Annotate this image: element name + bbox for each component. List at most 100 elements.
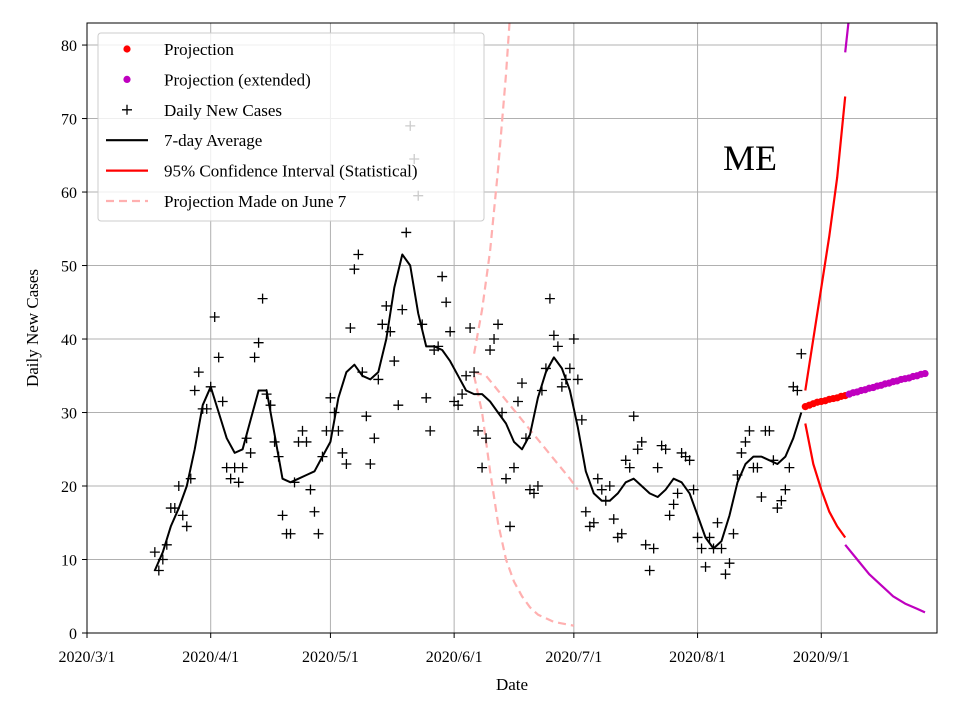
daily-case-marker (149, 547, 160, 558)
daily-case-marker (636, 436, 647, 447)
x-tick-label: 2020/8/1 (669, 649, 726, 666)
daily-case-marker (588, 517, 599, 528)
daily-case-marker (724, 558, 735, 569)
daily-case-marker (473, 425, 484, 436)
daily-case-marker (397, 304, 408, 315)
x-tick-label: 2020/6/1 (426, 649, 483, 666)
daily-case-marker (580, 506, 591, 517)
plot-frame (86, 22, 938, 634)
legend-label: Projection (extended) (164, 70, 311, 89)
daily-case-marker (752, 462, 763, 473)
daily-case-marker (425, 425, 436, 436)
daily-case-marker (233, 477, 244, 488)
y-axis-label: Daily New Cases (23, 269, 42, 387)
daily-case-marker (696, 543, 707, 554)
daily-case-marker (688, 484, 699, 495)
daily-case-marker (353, 249, 364, 260)
ci-upper-extended-line (844, 23, 850, 53)
legend-label: Daily New Cases (164, 101, 282, 120)
y-tick-label: 30 (61, 406, 77, 423)
daily-case-marker (381, 300, 392, 311)
daily-case-marker (461, 370, 472, 381)
daily-case-marker (177, 510, 188, 521)
daily-case-marker (349, 264, 360, 275)
daily-case-marker (489, 334, 500, 345)
daily-case-marker (201, 403, 212, 414)
daily-case-marker (780, 484, 791, 495)
daily-case-marker (664, 510, 675, 521)
legend-box (97, 32, 485, 222)
legend-label: Projection (164, 40, 234, 59)
daily-case-marker (437, 271, 448, 282)
daily-case-marker (744, 425, 755, 436)
projection-june7-upper-line (473, 23, 511, 354)
daily-case-marker (720, 569, 731, 580)
daily-case-marker (572, 374, 583, 385)
x-tick-label: 2020/4/1 (182, 649, 239, 666)
daily-case-marker (453, 400, 464, 411)
daily-case-marker (277, 510, 288, 521)
daily-case-marker (469, 367, 480, 378)
legend-dot-swatch (123, 75, 131, 83)
daily-case-marker (508, 462, 519, 473)
plot-area (149, 23, 929, 627)
y-tick-label: 10 (61, 553, 77, 570)
daily-case-marker (716, 543, 727, 554)
daily-case-marker (776, 495, 787, 506)
daily-case-marker (672, 488, 683, 499)
x-tick-label: 2020/7/1 (545, 649, 602, 666)
daily-case-marker (333, 425, 344, 436)
daily-case-marker (325, 392, 336, 403)
daily-case-marker (173, 481, 184, 492)
daily-case-marker (481, 433, 492, 444)
daily-case-marker (632, 444, 643, 455)
daily-case-marker (756, 492, 767, 503)
daily-case-marker (445, 326, 456, 337)
daily-case-marker (516, 378, 527, 389)
daily-case-marker (792, 385, 803, 396)
daily-case-marker (297, 425, 308, 436)
daily-case-marker (512, 396, 523, 407)
ci-upper-line (804, 96, 847, 391)
x-tick-label: 2020/9/1 (793, 649, 850, 666)
legend-dot-swatch (123, 45, 131, 53)
daily-case-marker (740, 436, 751, 447)
daily-case-marker (784, 462, 795, 473)
daily-case-marker (285, 528, 296, 539)
y-tick-label: 0 (69, 626, 77, 643)
daily-case-marker (556, 381, 567, 392)
daily-case-marker (341, 458, 352, 469)
daily-case-marker (365, 458, 376, 469)
daily-case-marker (181, 521, 192, 532)
daily-case-marker (477, 462, 488, 473)
daily-case-marker (209, 311, 220, 322)
daily-case-marker (648, 543, 659, 554)
daily-case-marker (640, 539, 651, 550)
daily-case-marker (764, 425, 775, 436)
x-tick-label: 2020/5/1 (302, 649, 359, 666)
ci-lower-extended-line (844, 544, 926, 614)
projection-june7-lower-line (473, 375, 575, 627)
daily-case-marker (544, 293, 555, 304)
y-tick-label: 60 (61, 185, 77, 202)
daily-case-marker (377, 319, 388, 330)
seven-day-average-line (153, 253, 803, 571)
daily-case-marker (225, 473, 236, 484)
x-axis-label: Date (496, 675, 528, 694)
daily-case-marker (217, 396, 228, 407)
ci-lower-line (804, 423, 847, 539)
daily-case-marker (361, 411, 372, 422)
daily-case-marker (692, 532, 703, 543)
x-tick-label: 2020/3/1 (59, 649, 116, 666)
daily-case-marker (552, 341, 563, 352)
daily-case-marker (249, 352, 260, 363)
y-tick-label: 50 (61, 259, 77, 276)
y-tick-label: 20 (61, 479, 77, 496)
legend-label: Projection Made on June 7 (164, 192, 347, 211)
daily-case-marker (624, 462, 635, 473)
daily-case-marker (608, 514, 619, 525)
daily-case-marker (465, 323, 476, 333)
daily-case-marker (493, 319, 504, 330)
axis-ticks: 2020/3/1 2020/4/1 2020/5/1 2020/6/1 2020/7/1… (59, 38, 850, 666)
